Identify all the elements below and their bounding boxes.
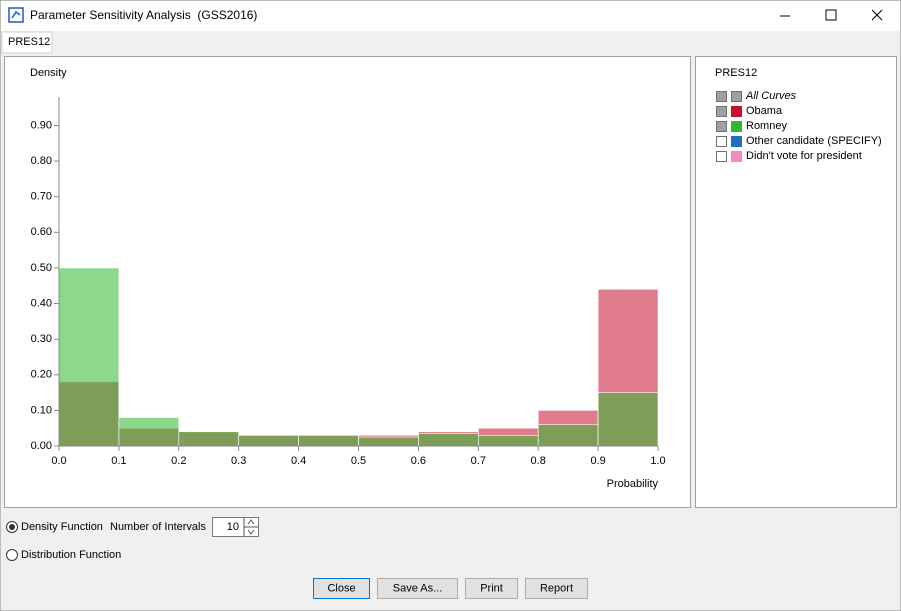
legend-swatch	[731, 151, 742, 162]
tab-label: PRES12	[8, 36, 50, 48]
close-window-button[interactable]	[871, 9, 883, 21]
distribution-option[interactable]: Distribution Function	[21, 549, 121, 561]
button-label[interactable]: Print	[480, 582, 503, 594]
y-tick-label: 0.70	[31, 191, 52, 203]
x-tick-label: 0.2	[171, 455, 186, 467]
button[interactable]	[525, 578, 588, 599]
x-tick-label: 0.3	[231, 455, 246, 467]
button-label[interactable]: Close	[327, 582, 355, 594]
button-label[interactable]: Save As...	[393, 582, 443, 594]
legend-swatch	[731, 121, 742, 132]
legend-label[interactable]: Romney	[746, 120, 787, 132]
legend-label[interactable]: Didn't vote for president	[746, 150, 862, 162]
tab[interactable]	[1, 31, 53, 54]
maximize-button[interactable]	[825, 9, 837, 21]
y-tick-label: 0.00	[31, 440, 52, 452]
button[interactable]	[377, 578, 458, 599]
x-tick-label: 0.8	[531, 455, 546, 467]
histogram-bar	[418, 433, 479, 447]
y-tick-label: 0.10	[31, 404, 52, 416]
x-tick-label: 0.9	[590, 455, 605, 467]
title-bar	[1, 1, 900, 31]
app-icon-glyph	[11, 10, 21, 19]
histogram-bar	[298, 435, 359, 447]
legend-label[interactable]: Other candidate (SPECIFY)	[746, 135, 882, 147]
x-tick-label: 0.4	[291, 455, 306, 467]
button-label[interactable]: Report	[540, 582, 573, 594]
legend-swatch	[731, 136, 742, 147]
radio-dot	[9, 524, 15, 530]
y-tick-label: 0.40	[31, 297, 52, 309]
button[interactable]	[313, 578, 370, 599]
intervals-spinner[interactable]	[212, 517, 259, 537]
legend-checkbox[interactable]	[716, 136, 727, 147]
histogram-bar	[477, 435, 539, 447]
legend-checkbox[interactable]	[716, 91, 727, 102]
intervals-label: Number of Intervals	[110, 521, 206, 533]
x-tick-label: 0.7	[471, 455, 486, 467]
radio-distribution[interactable]	[6, 549, 18, 561]
y-tick-label: 0.60	[31, 226, 52, 238]
y-tick-label: 0.90	[31, 119, 52, 131]
app-icon	[8, 7, 24, 23]
x-tick-label: 1.0	[650, 455, 665, 467]
legend-all[interactable]: All Curves	[745, 90, 797, 102]
button[interactable]	[465, 578, 518, 599]
legend-checkbox[interactable]	[716, 106, 727, 117]
window-title: Parameter Sensitivity Analysis (GSS2016)	[30, 8, 257, 22]
legend-title: PRES12	[715, 67, 757, 79]
y-tick-label: 0.30	[31, 333, 52, 345]
legend-checkbox[interactable]	[716, 151, 727, 162]
x-tick-label: 0.0	[51, 455, 66, 467]
legend-swatch	[731, 91, 742, 102]
x-tick-label: 0.1	[111, 455, 126, 467]
x-axis-label: Probability	[607, 478, 659, 490]
spinner-arrows[interactable]	[243, 517, 258, 537]
histogram-bar	[118, 417, 180, 447]
histogram-bar	[597, 392, 659, 447]
x-tick-label: 0.6	[411, 455, 426, 467]
y-axis-label: Density	[30, 67, 67, 79]
histogram-bar	[178, 431, 240, 447]
y-tick-label: 0.50	[31, 262, 52, 274]
y-tick-label: 0.80	[31, 155, 52, 167]
density-option[interactable]: Density Function	[21, 521, 103, 533]
histogram-bar	[238, 435, 299, 447]
y-tick-label: 0.20	[31, 369, 52, 381]
legend-label[interactable]: Obama	[746, 105, 783, 117]
histogram-bar	[358, 436, 419, 447]
histogram-bar	[537, 424, 599, 447]
legend-swatch	[731, 106, 742, 117]
histogram-bar	[58, 267, 120, 447]
intervals-value[interactable]: 10	[227, 521, 239, 533]
legend-checkbox[interactable]	[716, 121, 727, 132]
x-tick-label: 0.5	[351, 455, 366, 467]
legend-panel	[695, 56, 897, 508]
